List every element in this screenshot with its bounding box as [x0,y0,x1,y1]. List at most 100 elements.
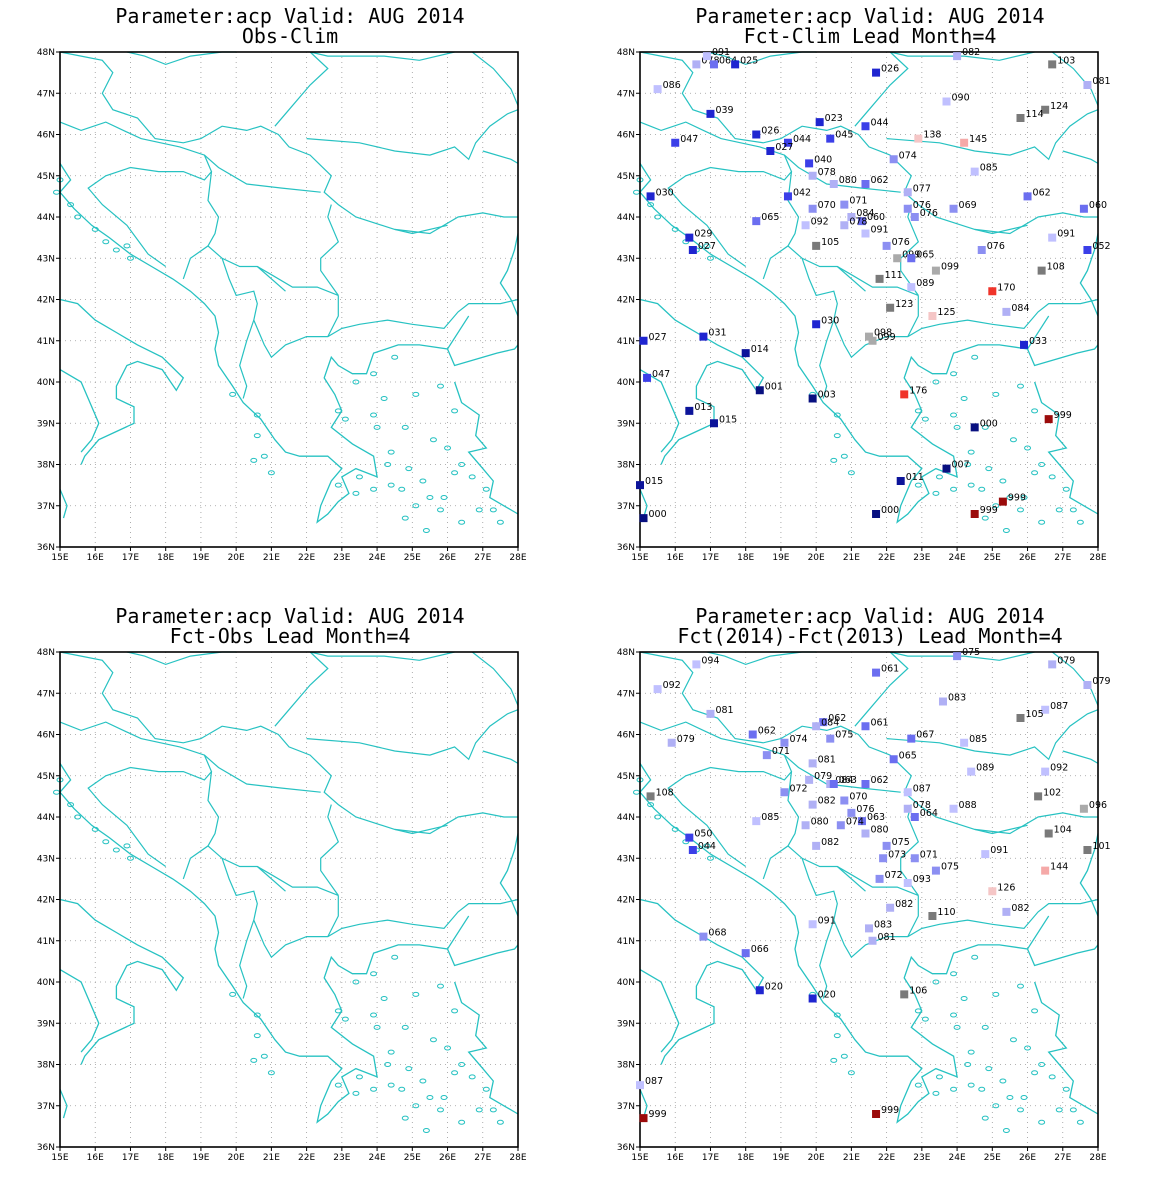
station-value-label: 082 [821,837,839,848]
island [1076,519,1084,525]
station-marker [1002,907,1011,916]
station-value-label: 084 [835,775,853,786]
border-line [182,771,220,880]
station-marker [861,180,870,188]
island [370,486,378,492]
station-value-label: 030 [656,187,674,198]
coastline [59,191,519,524]
island [352,979,360,985]
station-value-label: 098 [874,328,892,339]
x-tick-label: 19E [192,1153,209,1163]
station-marker [1041,105,1050,114]
y-tick-label: 43N [617,854,635,864]
station-value-label: 063 [839,775,857,786]
station-marker [646,192,655,201]
island [253,412,261,418]
station-value-label: 073 [888,849,906,860]
station-marker [752,217,761,226]
station-marker [910,854,919,863]
station-value-label: 092 [811,216,829,227]
y-tick-label: 47N [617,89,635,99]
station-marker [1083,246,1092,254]
island [451,470,459,476]
x-tick-label: 19E [772,1153,789,1163]
station-marker [1023,192,1032,201]
island [419,478,427,484]
station-value-label: 063 [867,812,885,823]
island [914,1082,922,1088]
station-value-label: 078 [818,167,836,178]
station-marker [1079,204,1088,213]
station-value-label: 000 [649,509,667,520]
island [373,1024,381,1030]
island [950,486,958,492]
station-marker [960,138,969,147]
station-value-label: 067 [916,730,934,741]
coastline [1033,981,1099,1115]
x-tick-label: 15E [631,1153,648,1163]
station-marker [801,221,810,230]
border-line [182,171,220,280]
island [978,486,986,492]
station-marker [861,780,870,788]
island [398,1086,406,1092]
island [632,189,640,195]
island [1055,507,1063,513]
station-marker [857,217,866,226]
station-marker [653,85,662,94]
island [468,1074,476,1080]
island [992,991,1000,997]
station-value-label: 082 [818,796,836,807]
station-marker [988,287,997,296]
y-tick-label: 47N [37,89,55,99]
station-marker [872,1110,881,1118]
x-tick-label: 16E [667,1153,684,1163]
border-line [446,915,470,950]
x-tick-label: 23E [333,1153,350,1163]
x-tick-label: 15E [631,553,648,563]
station-value-label: 047 [680,134,698,145]
station-value-label: 050 [694,829,712,840]
station-marker [780,738,789,747]
island [419,1078,427,1084]
coastline [499,233,519,317]
station-value-label: 065 [899,750,917,761]
island [489,507,497,513]
y-tick-label: 45N [37,772,55,782]
island [1009,437,1017,443]
station-value-label: 078 [849,216,867,227]
station-marker [840,796,849,805]
station-marker [819,718,828,727]
station-marker [942,464,951,473]
station-marker [907,254,916,263]
station-value-label: 091 [818,915,836,926]
station-marker [847,213,856,221]
island [387,449,395,455]
station-marker [960,738,969,747]
map-plot: 15E 16E 17E 18E 19E 20E 21E 22E 23E 24E 25E 26E 27E 2… [617,647,1111,1163]
station-value-label: 072 [789,783,807,794]
island [250,457,258,463]
coastline [639,369,680,453]
station-marker [967,767,976,776]
station-value-label: 999 [649,1109,667,1120]
station-marker [861,229,870,238]
y-tick-label: 46N [617,731,635,741]
station-value-label: 084 [1011,303,1029,314]
station-marker [949,204,958,213]
panel-title-line2: Fct-Clim Lead Month=4 [743,24,997,48]
island [1031,470,1039,476]
station-value-label: 027 [775,142,793,153]
station-marker [731,60,740,69]
border-line [854,51,909,127]
island [992,391,1000,397]
island [971,954,979,960]
x-tick-label: 16E [87,1153,104,1163]
border-line [762,771,800,880]
border-line [889,651,1035,661]
island [950,371,958,377]
border-line [256,266,286,292]
station-marker [889,155,898,164]
station-value-label: 144 [1050,862,1068,873]
island [429,437,437,443]
